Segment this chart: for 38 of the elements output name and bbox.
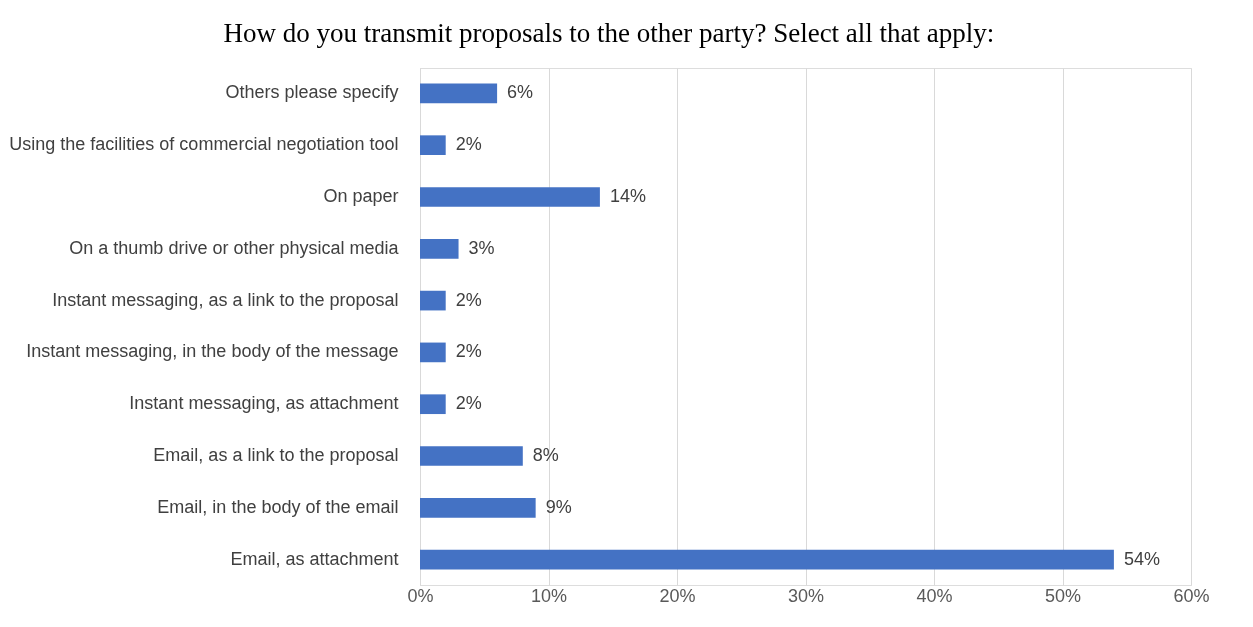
x-tick-label: 40% (916, 585, 953, 606)
data-label: 2% (455, 134, 482, 155)
y-tick-label: On a thumb drive or other physical media (69, 237, 400, 258)
y-tick-label: Email, as attachment (230, 548, 399, 569)
x-tick-label: 10% (530, 585, 568, 606)
y-tick-label: Instant messaging, as attachment (129, 393, 399, 414)
bar (420, 394, 446, 415)
data-label: 3% (468, 237, 495, 258)
data-label: 14% (609, 185, 646, 206)
data-label: 54% (1123, 548, 1160, 569)
data-label: 2% (455, 289, 482, 310)
bar (420, 446, 523, 466)
bar (420, 497, 536, 518)
x-tick-label: 20% (659, 585, 696, 606)
y-tick-label: On paper (323, 185, 399, 206)
bar (420, 290, 446, 311)
y-tick-label: Instant messaging, as a link to the proposal (52, 289, 399, 310)
data-label: 9% (545, 496, 572, 517)
x-tick-label: 50% (1044, 585, 1082, 606)
bar (420, 238, 459, 259)
data-label: 6% (507, 82, 534, 103)
y-tick-label: Instant messaging, in the body of the message (26, 341, 399, 362)
bar (420, 342, 446, 363)
y-tick-label: Using the facilities of commercial negotiation tool (9, 134, 399, 155)
x-tick-label: 30% (787, 585, 825, 606)
chart-title: How do you transmit proposals to the other party? Select all that apply: (223, 18, 995, 48)
bar (420, 83, 498, 104)
data-label: 8% (532, 445, 559, 466)
bar (420, 549, 1114, 570)
bar (420, 187, 600, 207)
x-tick-label: 0% (407, 585, 434, 606)
y-tick-label: Email, as a link to the proposal (153, 445, 399, 466)
bar (420, 135, 446, 156)
y-tick-label: Email, in the body of the email (157, 496, 399, 517)
data-label: 2% (455, 393, 482, 414)
data-label: 2% (455, 341, 482, 362)
y-tick-label: Others please specify (225, 82, 399, 103)
x-tick-label: 60% (1173, 585, 1210, 606)
